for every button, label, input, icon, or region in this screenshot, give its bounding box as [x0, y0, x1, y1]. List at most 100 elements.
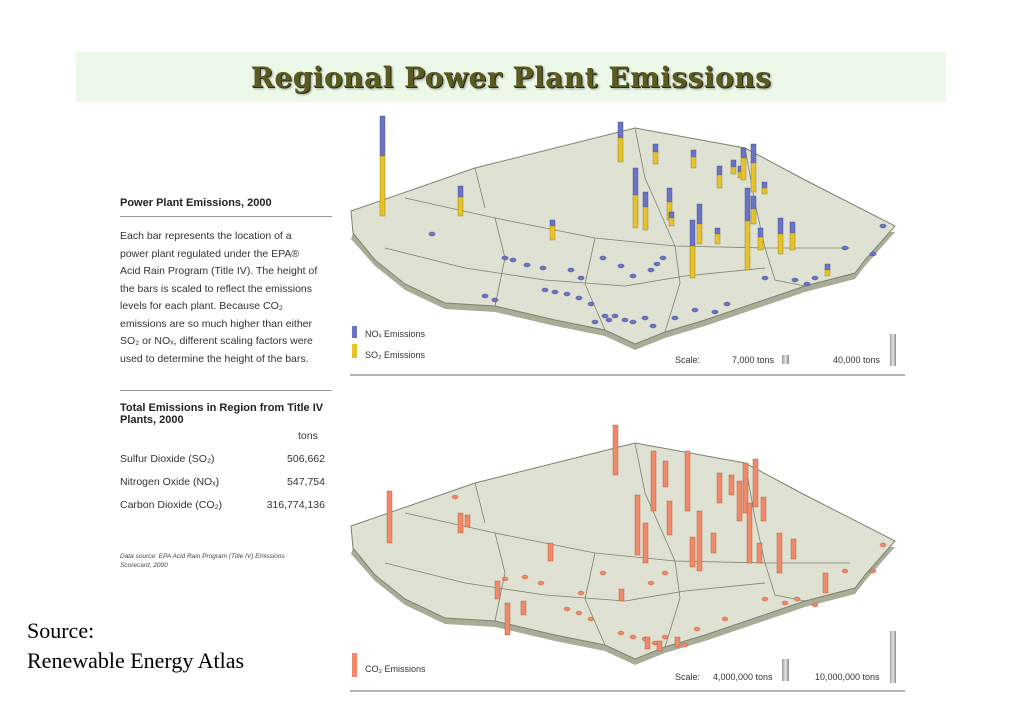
nox-bar [761, 181, 768, 189]
plant-marker [523, 262, 531, 268]
co2-bar [650, 450, 657, 512]
plant-marker [551, 289, 559, 295]
co2-bar [684, 450, 691, 512]
plant-marker [617, 630, 625, 636]
nox-legend-swatch [352, 326, 357, 338]
plant-marker [575, 610, 583, 616]
row-label: Nitrogen Oxide (NOₓ) [120, 476, 220, 488]
so2-bar [642, 206, 649, 231]
nox-bar [666, 187, 673, 203]
paragraph-line: emissions are so much higher than either [120, 317, 313, 330]
plant-marker [659, 255, 667, 261]
plant-marker [647, 580, 655, 586]
plant-marker [671, 315, 679, 321]
plant-marker [811, 602, 819, 608]
nox-bar [824, 263, 831, 271]
nox-bar [668, 211, 675, 219]
co2-bar [790, 538, 797, 560]
plant-marker [629, 319, 637, 325]
row-label: Sulfur Dioxide (SO₂) [120, 453, 215, 465]
plant-marker [491, 297, 499, 303]
plant-marker [629, 273, 637, 279]
top-map-bars [379, 115, 887, 329]
plant-marker [811, 275, 819, 281]
nox-bar [632, 167, 639, 196]
plant-marker [591, 319, 599, 325]
plant-marker [599, 570, 607, 576]
co2-bar [728, 474, 735, 496]
plant-marker [791, 277, 799, 283]
row-value: 547,754 [287, 476, 325, 488]
plant-marker [567, 267, 575, 273]
data-source-note: Data source: EPA Acid Rain Program (Titl… [120, 552, 330, 570]
plant-marker [681, 642, 689, 648]
co2-bar [504, 602, 511, 636]
plant-marker [647, 267, 655, 273]
nox-bar [789, 221, 796, 234]
co2-bar [656, 640, 663, 652]
plant-marker [879, 223, 887, 229]
nox-bar [744, 187, 751, 222]
so2-bar [761, 187, 768, 195]
plant-marker [501, 255, 509, 261]
so2-bar [824, 269, 831, 277]
plant-marker [629, 634, 637, 640]
plant-marker [587, 301, 595, 307]
so2-bar [689, 245, 696, 279]
top-map: NOₓ Emissions SO₂ Emissions Scale: 7,000… [350, 115, 905, 376]
co2-bar [696, 510, 703, 572]
unit-header: tons [298, 430, 318, 442]
nox-bar [714, 227, 721, 235]
plant-marker [617, 263, 625, 269]
plant-marker [539, 265, 547, 271]
nox-bar [777, 217, 784, 235]
plant-marker [605, 317, 613, 323]
scale-large-bar [890, 334, 896, 366]
table-heading-line: Total Emissions in Region from Title IV [120, 402, 324, 414]
so2-legend-swatch [352, 344, 357, 358]
co2-bar [662, 460, 669, 488]
plant-marker [501, 576, 509, 582]
paragraph-line: Each bar represents the location of a [120, 230, 292, 242]
nox-bar [750, 143, 757, 164]
plant-marker [653, 261, 661, 267]
so2-bar [668, 217, 675, 227]
co2-bar [457, 512, 464, 534]
table-heading-line: Plants, 2000 [120, 414, 184, 426]
table-heading: Total Emissions in Region from Title IV … [120, 402, 323, 426]
co2-bar [710, 532, 717, 554]
so2-bar [740, 157, 747, 181]
plant-marker [577, 590, 585, 596]
plant-marker [661, 570, 669, 576]
nox-legend-label: NOₓ Emissions [365, 329, 425, 339]
co2-bar [822, 572, 829, 594]
title-banner: Regional Power Plant Emissions [76, 52, 946, 102]
so2-bar [714, 233, 721, 245]
co2-bar [776, 532, 783, 574]
scale-large-bar [890, 631, 896, 683]
paragraph-line: levels for each plant. Because CO₂ [120, 300, 283, 312]
so2-bar [632, 194, 639, 229]
co2-bar [618, 588, 625, 602]
so2-bar [652, 151, 659, 165]
plant-marker [537, 580, 545, 586]
map-land [350, 442, 896, 660]
nox-bar [617, 121, 624, 139]
data-source-line: Data source: EPA Acid Rain Program (Titl… [120, 553, 285, 560]
co2-bar [547, 542, 554, 562]
so2-bar [777, 233, 784, 255]
plant-marker [841, 245, 849, 251]
section-heading-emissions: Power Plant Emissions, 2000 [120, 197, 272, 209]
so2-bar [716, 174, 723, 189]
co2-legend-swatch [352, 653, 357, 677]
scale-small-bar [782, 659, 789, 681]
plant-marker [587, 616, 595, 622]
so2-bar [696, 223, 703, 245]
divider [120, 390, 332, 391]
plant-marker [793, 596, 801, 602]
plant-marker [541, 287, 549, 293]
so2-legend-label: SO₂ Emissions [365, 350, 426, 360]
plant-marker [509, 257, 517, 263]
plant-marker [781, 600, 789, 606]
scale-small-bar [782, 355, 789, 364]
